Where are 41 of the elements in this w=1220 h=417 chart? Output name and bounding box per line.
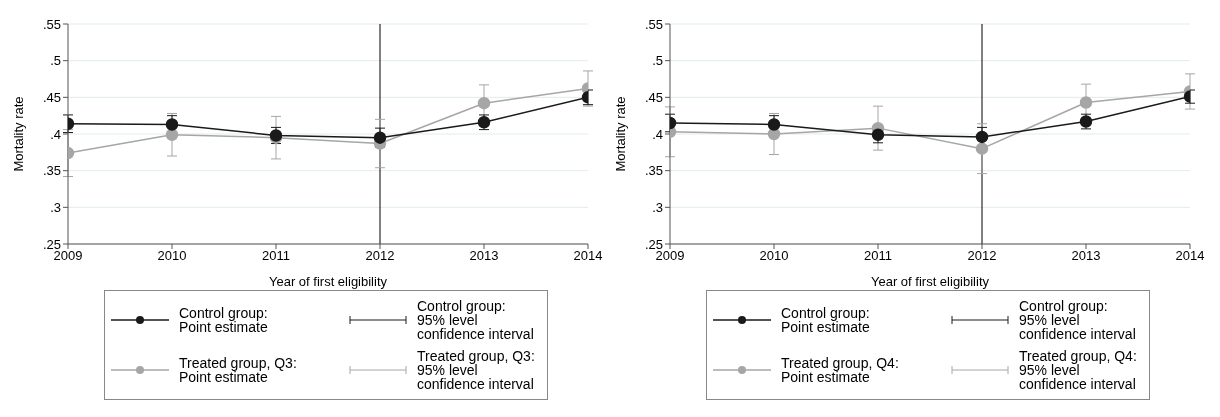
text: Treated group, Q3: 95% level confidence interval	[417, 348, 535, 392]
point	[975, 142, 989, 155]
x-tick-label: 2014	[573, 248, 603, 264]
x-tick-label: 2011	[864, 248, 892, 264]
point	[1079, 96, 1093, 109]
y-tick-label: .45	[644, 89, 663, 105]
x-tick-label: 2010	[157, 248, 187, 264]
legend-label: Control group: Point estimate	[781, 305, 871, 335]
y-tick-label: .35	[644, 163, 663, 179]
y-tick-label: .3	[50, 199, 61, 215]
legend-label: Treated group, Q3: Point estimate	[179, 355, 298, 385]
legend-label: Treated group, Q4: Point estimate	[781, 355, 900, 385]
x-axis-title: Year of first eligibility	[268, 274, 388, 289]
text: Treated group, Q4: 95% level confidence interval	[1019, 348, 1137, 392]
y-tick-label: .35	[42, 163, 61, 179]
legend-label: Control group: Point estimate	[179, 305, 269, 335]
x-tick-label: 2014	[1175, 248, 1205, 264]
y-tick-label: .5	[50, 53, 61, 69]
y-tick-label: .5	[652, 53, 663, 69]
y-axis-title: Mortality rate	[612, 96, 628, 172]
y-tick-label: .4	[50, 126, 61, 142]
text: Control group: 95% level confidence interval	[417, 298, 534, 342]
y-tick-label: .3	[652, 199, 663, 215]
point	[477, 96, 491, 110]
x-tick-label: 2010	[759, 248, 789, 264]
y-tick-label: .55	[644, 16, 663, 32]
y-tick-label: .55	[42, 16, 61, 32]
x-tick-label: 2012	[365, 248, 395, 264]
y-axis-title: Mortality rate	[10, 96, 26, 172]
x-tick-label: 2011	[262, 248, 290, 264]
x-tick-label: 2012	[967, 248, 997, 264]
point	[767, 127, 781, 141]
y-tick-label: .4	[652, 126, 663, 142]
point	[165, 128, 179, 141]
x-tick-label: 2013	[469, 248, 499, 264]
text: Control group: 95% level confidence interval	[1019, 298, 1136, 342]
x-axis-title: Year of first eligibility	[870, 274, 990, 289]
point	[975, 130, 989, 144]
y-tick-label: .45	[42, 89, 61, 105]
x-tick-label: 2013	[1071, 248, 1101, 264]
point	[373, 131, 387, 144]
